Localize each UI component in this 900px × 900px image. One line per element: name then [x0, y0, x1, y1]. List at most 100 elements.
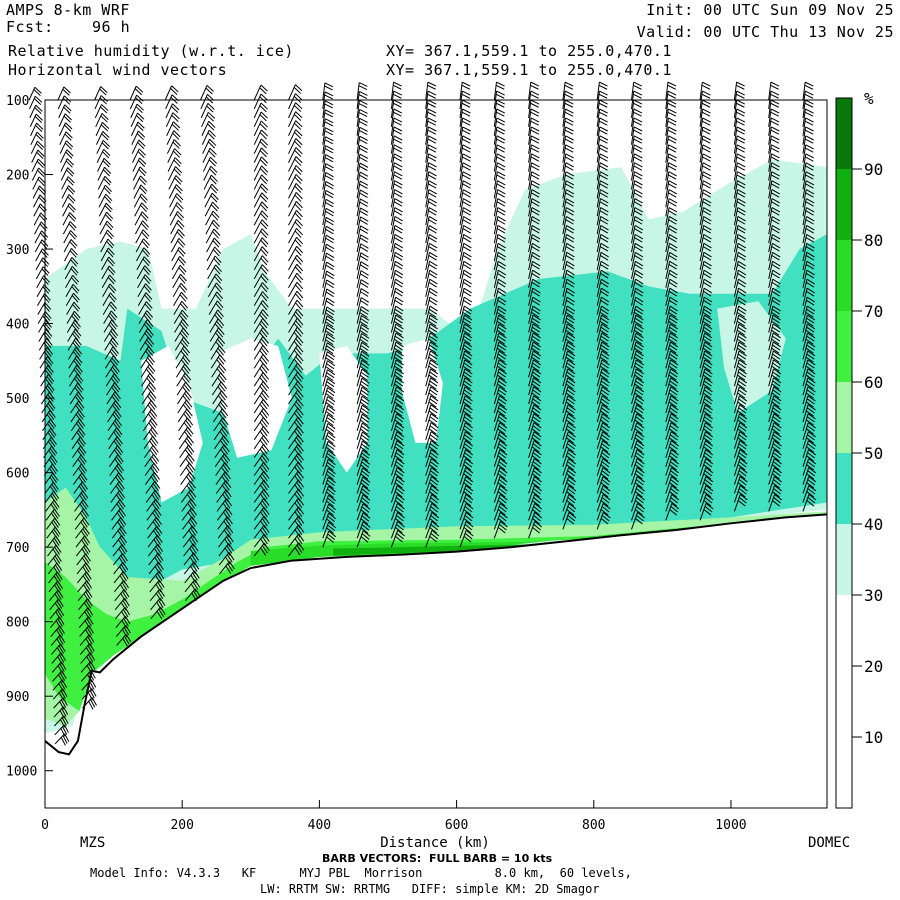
wind-barb [528, 269, 541, 288]
wind-barb [108, 445, 124, 459]
wind-barb [493, 296, 507, 315]
wind-barb [390, 404, 405, 423]
wind-barb [425, 529, 440, 548]
wind-barb [322, 189, 334, 208]
wind-barb [665, 242, 678, 262]
wind-barb [528, 81, 540, 101]
wind-barb [425, 350, 439, 369]
wind-barb [493, 449, 508, 467]
wind-barb [699, 287, 713, 306]
wind-barb [528, 260, 541, 279]
wind-barb [253, 102, 268, 119]
wind-barb [768, 207, 781, 226]
wind-barb [356, 413, 370, 432]
wind-barb [66, 310, 81, 324]
wind-barb [699, 332, 713, 351]
y-tick-label: 200 [6, 169, 29, 184]
wind-barb [528, 99, 540, 118]
wind-barb [94, 104, 109, 119]
rh-region-80-90 [333, 544, 539, 556]
field-title-rh: Relative humidity (w.r.t. ice) [8, 42, 294, 60]
wind-barb [528, 341, 541, 360]
wind-barb [425, 108, 437, 127]
wind-barb [733, 314, 747, 333]
wind-barb [665, 422, 679, 440]
wind-barb [390, 493, 405, 512]
wind-barb [390, 99, 403, 118]
wind-barb [733, 233, 746, 253]
y-tick-label: 900 [6, 690, 29, 705]
wind-barb [322, 315, 335, 333]
wind-barb [322, 521, 337, 539]
barb-column [459, 81, 474, 548]
wind-barb [149, 570, 165, 584]
wind-barb [733, 198, 746, 217]
wind-barb [562, 467, 577, 485]
colorbar: 10 20 30 40 50 60 70 80 90 [835, 97, 883, 809]
wind-barb [459, 529, 474, 548]
wind-barb [459, 431, 473, 449]
wind-barb [699, 225, 712, 244]
wind-barb [665, 251, 678, 271]
wind-barb [216, 498, 233, 512]
wind-barb [631, 225, 644, 244]
wind-barb [356, 261, 369, 279]
wind-barb [733, 216, 746, 235]
wind-barb [30, 140, 45, 154]
wind-barb [356, 485, 371, 503]
wind-barb [493, 135, 506, 154]
colorbar-band [836, 595, 852, 666]
wind-barb [322, 431, 336, 449]
wind-barb [562, 431, 576, 449]
wind-barb [54, 733, 70, 746]
wind-barb [115, 624, 131, 638]
wind-barb [288, 326, 304, 342]
wind-barb [802, 413, 816, 432]
wind-barb [802, 126, 814, 145]
wind-barb [322, 118, 334, 136]
x-tick-label: 800 [582, 818, 605, 833]
wind-barb [459, 520, 474, 539]
wind-barb [425, 305, 438, 324]
wind-barb [459, 171, 472, 190]
wind-barb [390, 251, 404, 271]
wind-barb [596, 341, 610, 360]
wind-barb [699, 153, 712, 172]
wind-barb [631, 386, 645, 405]
wind-barb [528, 458, 542, 476]
wind-barb [356, 449, 371, 467]
wind-barb [425, 511, 440, 530]
wind-barb [175, 345, 191, 360]
wind-barb [768, 180, 780, 199]
wind-barb [356, 530, 371, 548]
wind-barb [425, 135, 437, 154]
wind-barb [699, 341, 713, 360]
wind-barb [181, 507, 197, 521]
colorbar-tick-label: 80 [864, 231, 883, 250]
wind-barb [459, 189, 472, 208]
wind-barb [596, 99, 608, 118]
wind-barb [459, 233, 472, 253]
wind-barb [631, 180, 643, 199]
wind-barb [733, 305, 747, 324]
wind-barb [171, 246, 186, 262]
wind-barb [322, 369, 336, 387]
wind-barb [528, 126, 540, 145]
wind-barb [459, 511, 474, 530]
wind-barb [631, 314, 644, 333]
wind-barb [562, 476, 577, 494]
wind-barb [425, 233, 438, 253]
wind-barb [768, 449, 782, 467]
wind-barb [48, 580, 63, 593]
wind-barb [562, 485, 577, 503]
wind-barb [733, 108, 746, 127]
wind-barb [562, 493, 577, 512]
wind-barb [596, 449, 611, 467]
wind-barb [288, 183, 303, 199]
wind-barb [288, 272, 304, 289]
wind-barb [390, 341, 404, 360]
wind-barb [699, 413, 713, 432]
wind-barb [390, 359, 404, 378]
wind-barb [288, 147, 303, 163]
wind-barb [768, 81, 780, 101]
